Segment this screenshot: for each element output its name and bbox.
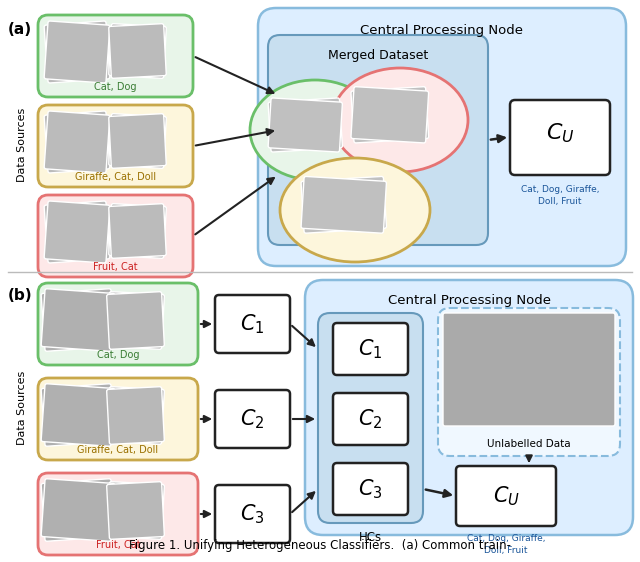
Text: Central Processing Node: Central Processing Node: [360, 24, 524, 37]
Text: Central Processing Node: Central Processing Node: [387, 294, 550, 307]
Text: Figure 1. Unifying Heterogeneous Classifiers.  (a) Common train-: Figure 1. Unifying Heterogeneous Classif…: [129, 539, 511, 552]
FancyBboxPatch shape: [38, 378, 198, 460]
FancyBboxPatch shape: [438, 308, 620, 456]
FancyBboxPatch shape: [44, 21, 110, 83]
FancyBboxPatch shape: [38, 105, 193, 187]
Text: $C_{U}$: $C_{U}$: [546, 122, 574, 146]
Text: $C_{2}$: $C_{2}$: [240, 407, 265, 431]
FancyBboxPatch shape: [107, 482, 164, 540]
FancyBboxPatch shape: [333, 463, 408, 515]
FancyBboxPatch shape: [44, 111, 110, 173]
FancyBboxPatch shape: [109, 24, 166, 78]
FancyBboxPatch shape: [38, 283, 198, 365]
FancyBboxPatch shape: [301, 176, 387, 233]
Text: $C_{3}$: $C_{3}$: [358, 477, 383, 501]
FancyBboxPatch shape: [109, 24, 166, 78]
FancyBboxPatch shape: [44, 21, 110, 83]
Text: Unlabelled Data: Unlabelled Data: [487, 439, 571, 449]
Ellipse shape: [332, 68, 468, 172]
FancyBboxPatch shape: [41, 289, 115, 351]
Text: HCs: HCs: [359, 531, 382, 544]
FancyBboxPatch shape: [109, 114, 166, 168]
Text: Fruit, Cat: Fruit, Cat: [96, 540, 140, 550]
FancyBboxPatch shape: [38, 195, 193, 277]
Ellipse shape: [250, 80, 380, 180]
Text: Cat, Dog: Cat, Dog: [97, 350, 140, 360]
Text: $C_{1}$: $C_{1}$: [240, 312, 265, 336]
FancyBboxPatch shape: [41, 289, 115, 351]
Text: $C_{1}$: $C_{1}$: [358, 337, 383, 361]
Text: Merged Dataset: Merged Dataset: [328, 49, 428, 62]
FancyBboxPatch shape: [109, 203, 166, 259]
FancyBboxPatch shape: [215, 390, 290, 448]
Text: $C_{3}$: $C_{3}$: [240, 502, 265, 526]
Text: Data Sources: Data Sources: [17, 371, 27, 445]
FancyBboxPatch shape: [44, 111, 110, 173]
FancyBboxPatch shape: [510, 100, 610, 175]
FancyBboxPatch shape: [351, 87, 429, 143]
FancyBboxPatch shape: [38, 15, 193, 97]
FancyBboxPatch shape: [268, 98, 342, 152]
FancyBboxPatch shape: [107, 387, 164, 445]
FancyBboxPatch shape: [38, 473, 198, 555]
Text: $C_{U}$: $C_{U}$: [493, 484, 520, 508]
FancyBboxPatch shape: [318, 313, 423, 523]
FancyBboxPatch shape: [44, 201, 110, 263]
FancyBboxPatch shape: [215, 485, 290, 543]
FancyBboxPatch shape: [41, 384, 115, 446]
Text: Giraffe, Cat, Doll: Giraffe, Cat, Doll: [75, 172, 156, 182]
FancyBboxPatch shape: [443, 313, 615, 426]
FancyBboxPatch shape: [301, 176, 387, 233]
FancyBboxPatch shape: [351, 87, 429, 143]
Text: (b): (b): [8, 288, 33, 303]
Text: (a): (a): [8, 22, 32, 37]
FancyBboxPatch shape: [107, 482, 164, 540]
Text: Doll, Fruit: Doll, Fruit: [484, 546, 528, 555]
Text: Cat, Dog, Giraffe,: Cat, Dog, Giraffe,: [521, 185, 599, 194]
FancyBboxPatch shape: [41, 479, 115, 541]
FancyBboxPatch shape: [41, 479, 115, 541]
Text: Doll, Fruit: Doll, Fruit: [538, 197, 582, 206]
Text: $C_{2}$: $C_{2}$: [358, 407, 383, 431]
FancyBboxPatch shape: [268, 98, 342, 152]
FancyBboxPatch shape: [333, 393, 408, 445]
Ellipse shape: [280, 158, 430, 262]
FancyBboxPatch shape: [41, 384, 115, 446]
Text: Cat, Dog: Cat, Dog: [94, 82, 137, 92]
Text: Fruit, Cat: Fruit, Cat: [93, 262, 138, 272]
FancyBboxPatch shape: [107, 292, 164, 350]
FancyBboxPatch shape: [44, 201, 110, 263]
FancyBboxPatch shape: [258, 8, 626, 266]
FancyBboxPatch shape: [305, 280, 633, 535]
FancyBboxPatch shape: [107, 292, 164, 350]
FancyBboxPatch shape: [215, 295, 290, 353]
Text: Cat, Dog, Giraffe,: Cat, Dog, Giraffe,: [467, 534, 545, 543]
FancyBboxPatch shape: [456, 466, 556, 526]
Text: Data Sources: Data Sources: [17, 108, 27, 182]
FancyBboxPatch shape: [109, 114, 166, 168]
Text: Giraffe, Cat, Doll: Giraffe, Cat, Doll: [77, 445, 159, 455]
FancyBboxPatch shape: [333, 323, 408, 375]
FancyBboxPatch shape: [109, 203, 166, 259]
FancyBboxPatch shape: [268, 35, 488, 245]
FancyBboxPatch shape: [107, 387, 164, 445]
